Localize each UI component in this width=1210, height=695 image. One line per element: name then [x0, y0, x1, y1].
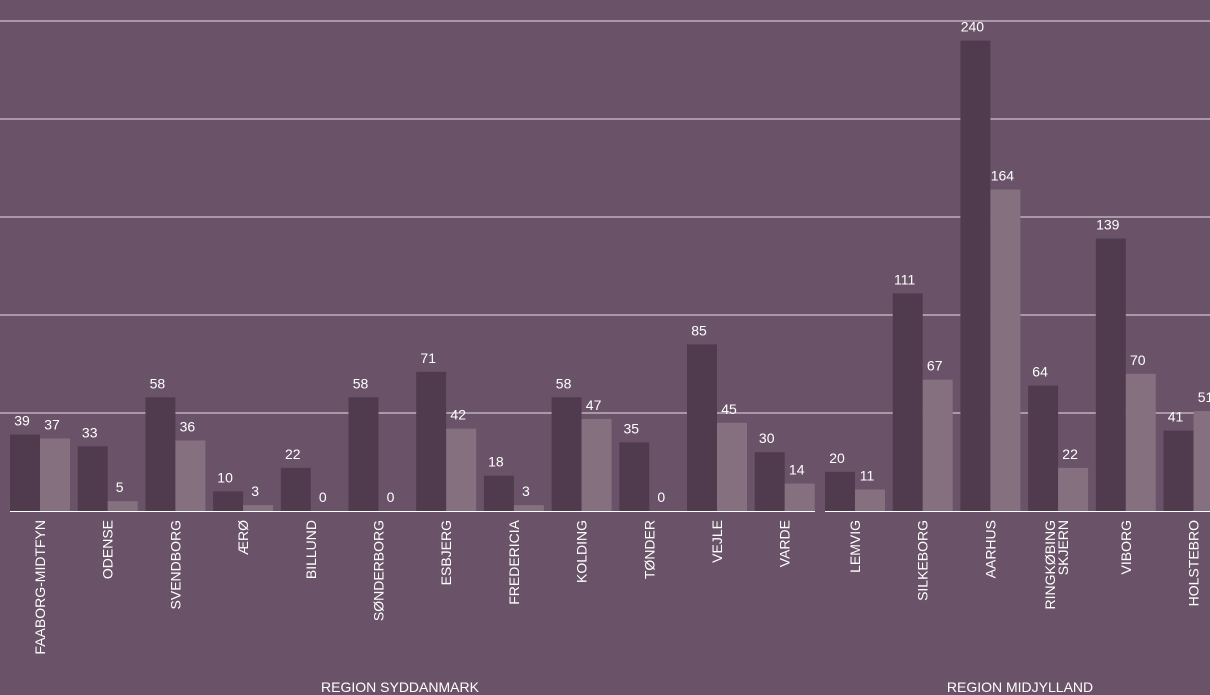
bar [213, 491, 244, 511]
bar [513, 505, 544, 511]
bar [825, 471, 855, 511]
bar [77, 446, 108, 511]
x-tick-label-line: SKJERN [1055, 520, 1071, 575]
x-tick-label: SVENDBORG [167, 520, 183, 609]
bar [40, 438, 70, 511]
value-label: 58 [556, 375, 572, 391]
value-label: 36 [180, 418, 196, 434]
bar [581, 418, 612, 511]
value-label: 0 [657, 489, 665, 505]
x-tick-label: AARHUS [982, 520, 998, 578]
value-label: 85 [691, 322, 707, 338]
x-tick-label: KOLDING [574, 520, 590, 583]
x-tick-label: LEMVIG [847, 520, 863, 573]
value-label: 5 [116, 479, 124, 495]
value-label: 139 [1096, 217, 1120, 233]
value-label: 58 [353, 375, 369, 391]
x-tick-label: SILKEBORG [915, 520, 931, 601]
bar [10, 434, 40, 511]
value-label: 33 [82, 424, 98, 440]
bar [784, 483, 815, 511]
bar [175, 440, 206, 511]
bar [754, 452, 785, 511]
value-label: 0 [319, 489, 327, 505]
x-tick-label: VARDE [777, 520, 793, 567]
x-tick-label: BILLUND [303, 520, 319, 579]
value-label: 35 [624, 420, 640, 436]
value-label: 71 [420, 350, 436, 366]
value-label: 70 [1130, 352, 1146, 368]
value-label: 11 [860, 467, 875, 483]
x-tick-label: FAABORG-MIDTFYN [32, 520, 48, 655]
value-label: 164 [991, 168, 1015, 184]
bar [348, 397, 379, 511]
bar [990, 189, 1021, 511]
x-tick-label: RINGKØBINGSKJERN [1042, 520, 1071, 609]
x-tick-label: VEJLE [709, 520, 725, 563]
value-label: 22 [1062, 446, 1078, 462]
bar [1125, 373, 1156, 511]
bar [892, 293, 923, 511]
bar [717, 422, 747, 511]
value-label: 42 [450, 407, 466, 423]
bar [107, 501, 138, 511]
value-label: 30 [759, 430, 775, 446]
x-tick-label: TØNDER [641, 520, 657, 579]
bar [446, 428, 477, 511]
value-label: 41 [1168, 409, 1184, 425]
value-label: 10 [217, 469, 233, 485]
value-label: 67 [927, 358, 943, 374]
bar [855, 489, 885, 511]
value-label: 45 [721, 401, 737, 417]
value-label: 240 [961, 19, 985, 35]
bar [243, 505, 274, 511]
x-tick-label: HOLSTEBRO [1186, 520, 1202, 606]
value-label: 51 [1198, 389, 1210, 405]
value-label: 64 [1032, 364, 1048, 380]
bar [1095, 238, 1126, 511]
value-label: 18 [488, 454, 504, 470]
value-label: 14 [789, 462, 805, 478]
x-tick-label: ESBJERG [438, 520, 454, 585]
bar [1163, 430, 1194, 511]
bar [960, 40, 991, 511]
value-label: 39 [14, 413, 30, 429]
bar [145, 397, 176, 511]
value-label: 20 [829, 450, 845, 466]
x-tick-label: SØNDERBORG [371, 520, 387, 621]
bar [1028, 385, 1059, 511]
value-label: 47 [586, 397, 602, 413]
value-label: 22 [285, 446, 301, 462]
value-label: 58 [150, 375, 166, 391]
value-label: 3 [251, 483, 259, 499]
x-axis-label: REGION SYDDANMARK [321, 679, 480, 695]
x-tick-label: ÆRØ [235, 520, 251, 555]
bar [551, 397, 582, 511]
value-label: 3 [522, 483, 530, 499]
bar [619, 442, 650, 511]
bar [687, 344, 717, 511]
value-label: 37 [44, 416, 60, 432]
x-tick-label: ODENSE [100, 520, 116, 579]
x-tick-label-line: RINGKØBING [1042, 520, 1058, 609]
bar [483, 475, 514, 511]
x-tick-label: FREDERICIA [506, 519, 522, 604]
bar [1193, 411, 1210, 511]
bar [922, 379, 953, 511]
x-axis-label: REGION MIDJYLLAND [947, 679, 1093, 695]
bar [416, 371, 447, 511]
bar [1058, 467, 1089, 511]
bar [280, 467, 311, 511]
value-label: 111 [894, 271, 915, 287]
value-label: 0 [387, 489, 395, 505]
x-tick-label: VIBORG [1118, 520, 1134, 574]
